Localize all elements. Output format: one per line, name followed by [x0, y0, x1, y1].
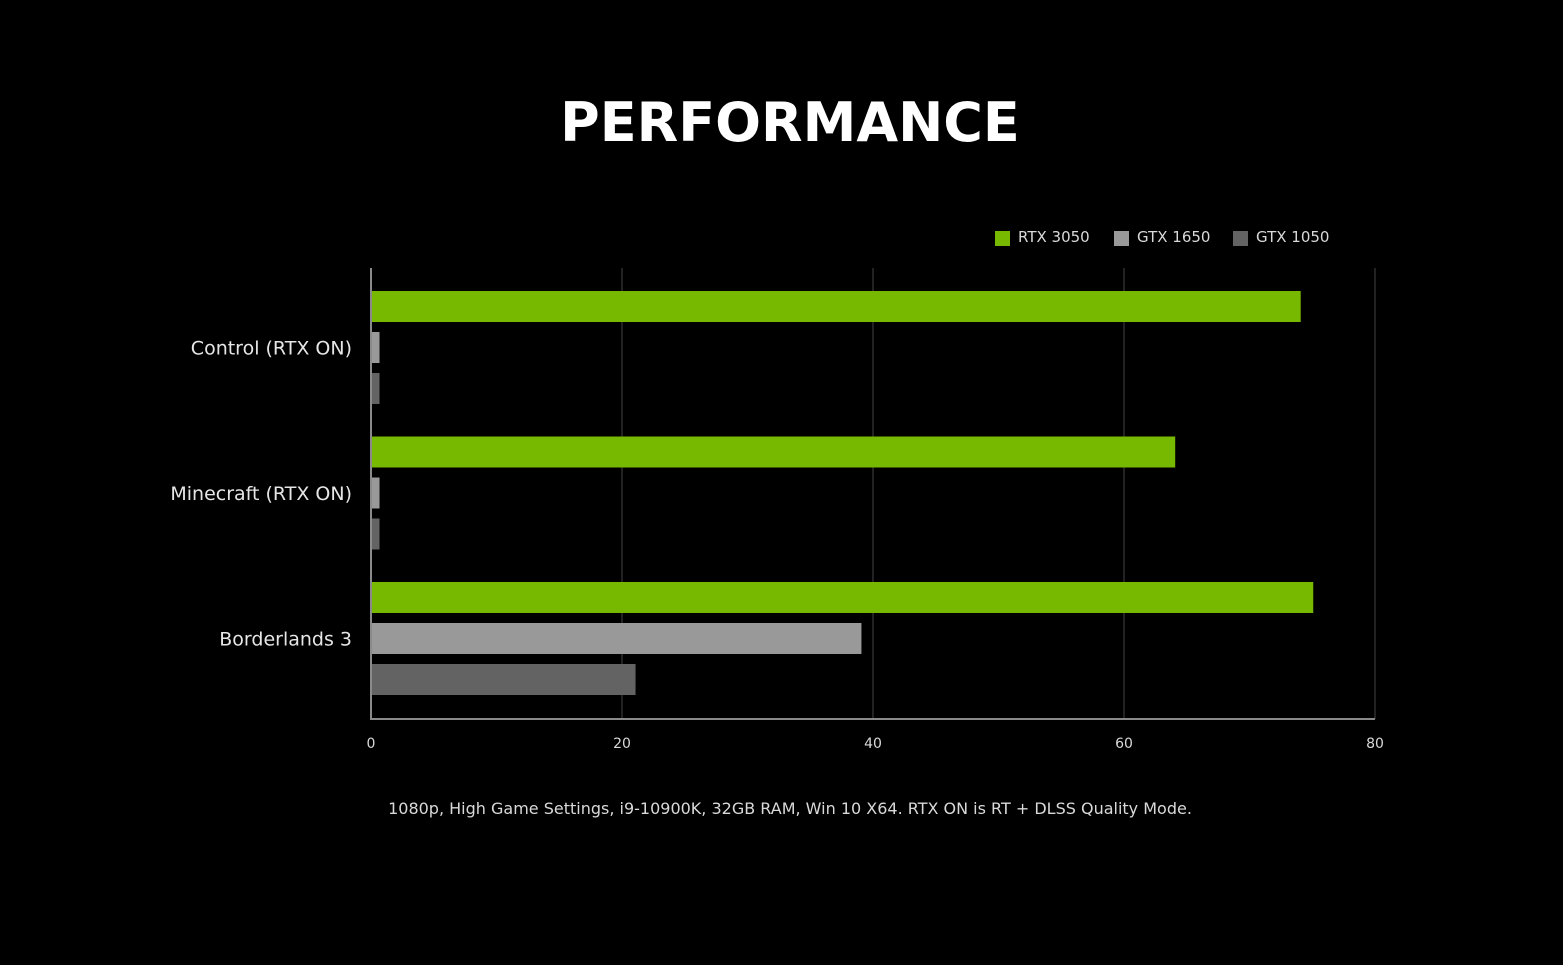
bar-borderlands-3-rtx-3050 — [372, 582, 1314, 613]
category-label-control-rtx-on: Control (RTX ON) — [191, 338, 352, 360]
legend-label-gtx-1650: GTX 1650 — [1137, 228, 1210, 246]
bars — [372, 291, 1314, 695]
bar-minecraft-rtx-on-gtx-1050 — [372, 518, 380, 550]
legend-swatch-gtx-1050 — [1233, 231, 1248, 246]
legend: RTX 3050 GTX 1650 GTX 1050 — [995, 228, 1329, 246]
category-labels: Control (RTX ON) Minecraft (RTX ON) Border… — [170, 338, 352, 651]
chart-title: PERFORMANCE — [560, 91, 1020, 154]
bar-control-rtx-on-gtx-1650 — [372, 332, 380, 363]
bar-control-rtx-on-rtx-3050 — [372, 291, 1301, 322]
x-tick-labels: 0 20 40 60 80 — [367, 736, 1384, 752]
x-tick-label-80: 80 — [1366, 736, 1384, 752]
x-tick-label-0: 0 — [367, 736, 376, 752]
footnote: 1080p, High Game Settings, i9-10900K, 32… — [388, 799, 1192, 818]
x-tick-label-20: 20 — [613, 736, 631, 752]
category-label-minecraft-rtx-on: Minecraft (RTX ON) — [170, 483, 352, 505]
legend-swatch-rtx-3050 — [995, 231, 1010, 246]
x-tick-label-60: 60 — [1115, 736, 1133, 752]
bar-minecraft-rtx-on-gtx-1650 — [372, 477, 380, 509]
x-tick-label-40: 40 — [864, 736, 882, 752]
legend-swatch-gtx-1650 — [1114, 231, 1129, 246]
legend-label-gtx-1050: GTX 1050 — [1256, 228, 1329, 246]
bar-minecraft-rtx-on-rtx-3050 — [372, 436, 1176, 468]
bar-borderlands-3-gtx-1650 — [372, 623, 862, 654]
category-label-borderlands-3: Borderlands 3 — [219, 629, 352, 651]
legend-label-rtx-3050: RTX 3050 — [1018, 228, 1090, 246]
axes — [370, 268, 1375, 720]
bar-borderlands-3-gtx-1050 — [372, 664, 636, 695]
bar-control-rtx-on-gtx-1050 — [372, 373, 380, 404]
